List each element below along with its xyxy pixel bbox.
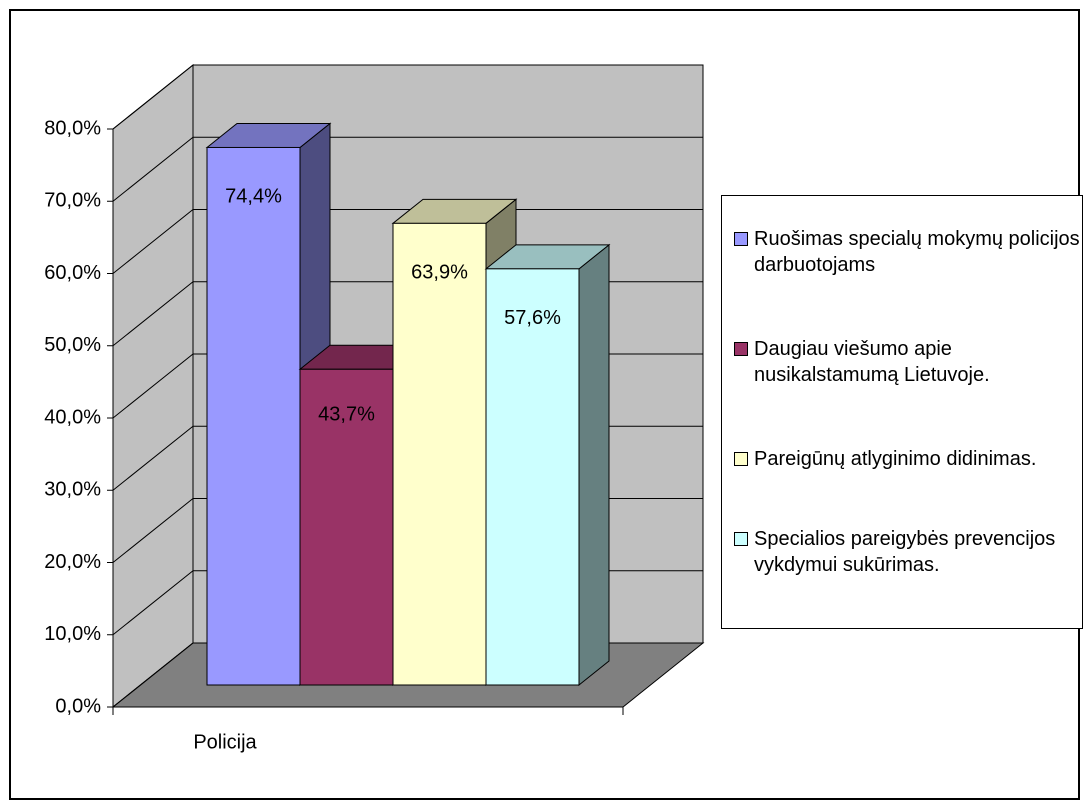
legend-item: Specialios pareigybės prevencijos vykdym… bbox=[734, 526, 1089, 578]
data-label: 63,9% bbox=[411, 262, 468, 284]
legend-label: Ruošimas specialų mokymų policijos darbu… bbox=[754, 228, 1080, 276]
legend-label: Pareigūnų atlyginimo didinimas. bbox=[754, 448, 1037, 470]
legend-item: Pareigūnų atlyginimo didinimas. bbox=[734, 446, 1089, 472]
legend-label: Specialios pareigybės prevencijos vykdym… bbox=[754, 528, 1056, 576]
legend-swatch bbox=[734, 532, 748, 546]
bar bbox=[299, 368, 394, 686]
legend-swatch bbox=[734, 452, 748, 466]
data-label: 74,4% bbox=[225, 186, 282, 208]
bar bbox=[392, 222, 487, 686]
y-tick-label: 50,0% bbox=[44, 334, 101, 356]
legend: Ruošimas specialų mokymų policijos darbu… bbox=[721, 195, 1083, 629]
bar bbox=[206, 146, 301, 686]
bar bbox=[485, 268, 580, 686]
y-tick-label: 30,0% bbox=[44, 479, 101, 501]
y-tick-label: 60,0% bbox=[44, 262, 101, 284]
data-label: 57,6% bbox=[504, 307, 561, 329]
data-label: 43,7% bbox=[318, 403, 375, 425]
grid-line bbox=[112, 209, 703, 274]
x-tick-label: Policija bbox=[193, 731, 257, 753]
legend-swatch bbox=[734, 342, 748, 356]
legend-item: Ruošimas specialų mokymų policijos darbu… bbox=[734, 226, 1089, 278]
y-tick-label: 10,0% bbox=[44, 623, 101, 645]
y-tick-label: 20,0% bbox=[44, 551, 101, 573]
y-tick-label: 0,0% bbox=[55, 695, 101, 717]
legend-swatch bbox=[734, 232, 748, 246]
legend-item: Daugiau viešumo apie nusikalstamumą Liet… bbox=[734, 336, 1089, 388]
legend-label: Daugiau viešumo apie nusikalstamumą Liet… bbox=[754, 338, 990, 386]
y-tick-label: 40,0% bbox=[44, 406, 101, 428]
grid-line bbox=[112, 136, 703, 202]
grid-line bbox=[112, 64, 703, 130]
bar-side bbox=[578, 243, 610, 687]
y-tick-label: 80,0% bbox=[44, 117, 101, 139]
y-tick-label: 70,0% bbox=[44, 190, 101, 212]
